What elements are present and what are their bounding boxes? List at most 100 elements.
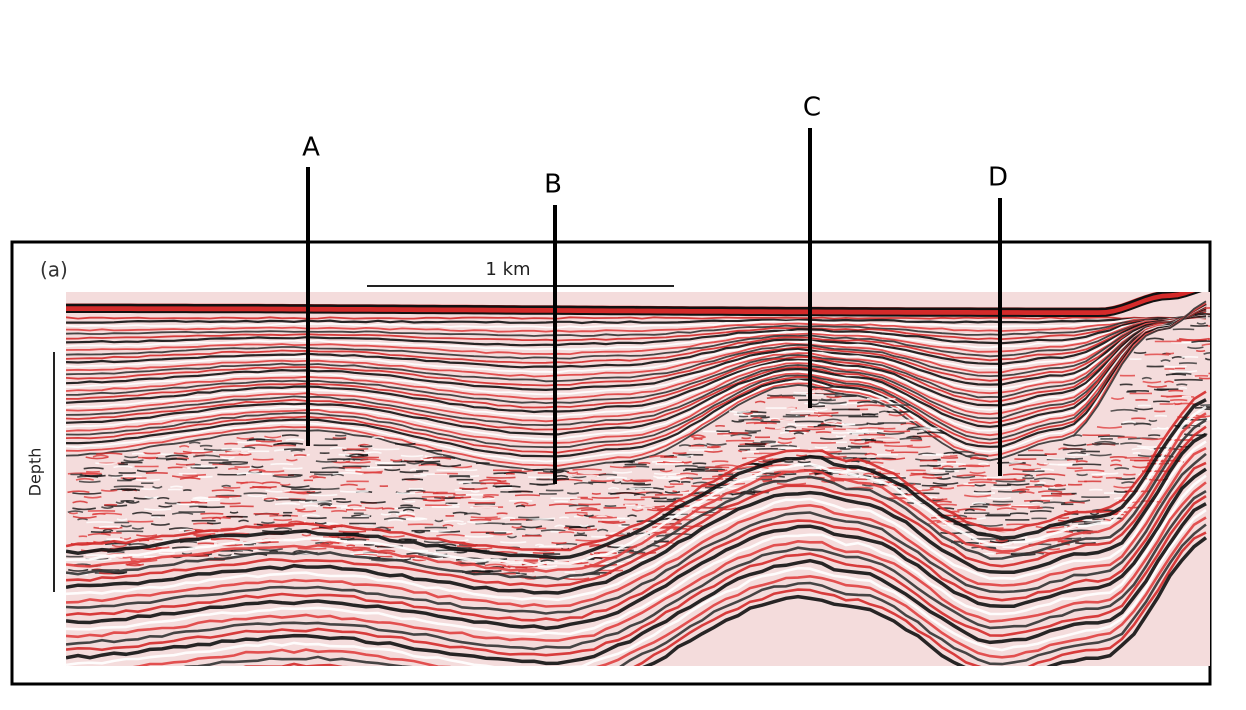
reflector bbox=[261, 521, 275, 524]
reflector bbox=[272, 475, 302, 478]
reflector bbox=[1147, 385, 1168, 388]
reflector bbox=[93, 526, 123, 530]
reflector bbox=[210, 537, 240, 541]
reflector bbox=[900, 422, 916, 426]
reflector bbox=[66, 313, 1207, 351]
reflector bbox=[741, 436, 751, 440]
reflector bbox=[1178, 337, 1210, 341]
reflector bbox=[101, 489, 118, 492]
reflector bbox=[67, 490, 90, 494]
reflector bbox=[301, 514, 321, 518]
reflector bbox=[778, 436, 796, 440]
reflector bbox=[354, 553, 378, 556]
reflector bbox=[556, 542, 578, 546]
reflector bbox=[1072, 463, 1102, 466]
reflector bbox=[558, 531, 575, 534]
reflector bbox=[470, 516, 498, 519]
reflector bbox=[1025, 485, 1050, 488]
reflector bbox=[168, 527, 194, 531]
reflector bbox=[468, 547, 493, 550]
reflector bbox=[279, 483, 291, 486]
reflector bbox=[1037, 481, 1047, 485]
reflector bbox=[1063, 443, 1087, 447]
reflector bbox=[711, 460, 729, 463]
reflector bbox=[83, 467, 104, 470]
reflector bbox=[436, 464, 462, 468]
reflector bbox=[420, 457, 434, 461]
reflector bbox=[66, 304, 1207, 441]
reflector bbox=[907, 495, 938, 499]
reflector bbox=[1203, 352, 1210, 355]
reflector bbox=[349, 453, 365, 457]
reflector bbox=[132, 516, 1207, 666]
reflector bbox=[579, 524, 589, 528]
reflector bbox=[1187, 346, 1204, 350]
reflector bbox=[1213, 382, 1228, 383]
reflector bbox=[1148, 419, 1158, 422]
reflector bbox=[125, 500, 140, 504]
reflector bbox=[387, 518, 404, 522]
reflector bbox=[72, 515, 97, 519]
reflector bbox=[640, 496, 660, 499]
reflector bbox=[742, 411, 754, 415]
reflector bbox=[540, 559, 555, 563]
reflector bbox=[1067, 451, 1087, 455]
reflector bbox=[529, 482, 556, 486]
reflector bbox=[704, 450, 723, 453]
reflector bbox=[958, 464, 985, 468]
reflector bbox=[66, 390, 1207, 552]
reflector bbox=[987, 496, 1011, 500]
reflector bbox=[1024, 474, 1034, 477]
reflector bbox=[1029, 500, 1044, 503]
reflector bbox=[115, 501, 125, 504]
reflector bbox=[886, 410, 910, 414]
reflector bbox=[651, 460, 681, 463]
reflector bbox=[412, 558, 427, 562]
reflector bbox=[275, 498, 301, 501]
reflector bbox=[813, 411, 839, 415]
reflector bbox=[258, 470, 285, 473]
reflector bbox=[321, 466, 345, 470]
reflector bbox=[1008, 463, 1032, 467]
reflector bbox=[1034, 468, 1055, 472]
reflector bbox=[66, 314, 1207, 347]
reflector bbox=[738, 418, 764, 422]
reflector bbox=[306, 491, 322, 494]
reflector bbox=[1035, 525, 1065, 529]
reflector bbox=[287, 474, 303, 477]
reflector bbox=[401, 478, 424, 481]
reflector bbox=[731, 419, 745, 423]
reflector bbox=[612, 471, 633, 474]
reflector bbox=[66, 310, 1207, 387]
reflector bbox=[497, 480, 507, 483]
reflector bbox=[861, 413, 876, 416]
reflector bbox=[1043, 501, 1066, 504]
reflector bbox=[576, 507, 598, 510]
reflector bbox=[463, 512, 481, 516]
reflector bbox=[637, 505, 655, 509]
reflector bbox=[941, 465, 954, 468]
reflector bbox=[320, 542, 334, 546]
reflector bbox=[158, 552, 175, 555]
reflector bbox=[964, 494, 991, 498]
reflector bbox=[229, 511, 239, 514]
markers: A B C D bbox=[302, 93, 1008, 484]
reflector bbox=[564, 511, 588, 514]
reflector bbox=[66, 316, 1207, 329]
reflector bbox=[285, 438, 305, 442]
reflector bbox=[1114, 467, 1130, 470]
reflector bbox=[332, 472, 363, 475]
reflector bbox=[340, 483, 358, 487]
reflector bbox=[211, 489, 235, 492]
reflector bbox=[240, 481, 264, 485]
reflector bbox=[72, 507, 96, 511]
reflector bbox=[307, 517, 327, 520]
reflector bbox=[790, 410, 819, 413]
reflector bbox=[692, 462, 707, 465]
reflector bbox=[470, 518, 492, 521]
reflector bbox=[66, 316, 1207, 320]
reflector bbox=[248, 438, 266, 441]
reflector bbox=[462, 469, 478, 472]
reflector bbox=[572, 468, 602, 471]
